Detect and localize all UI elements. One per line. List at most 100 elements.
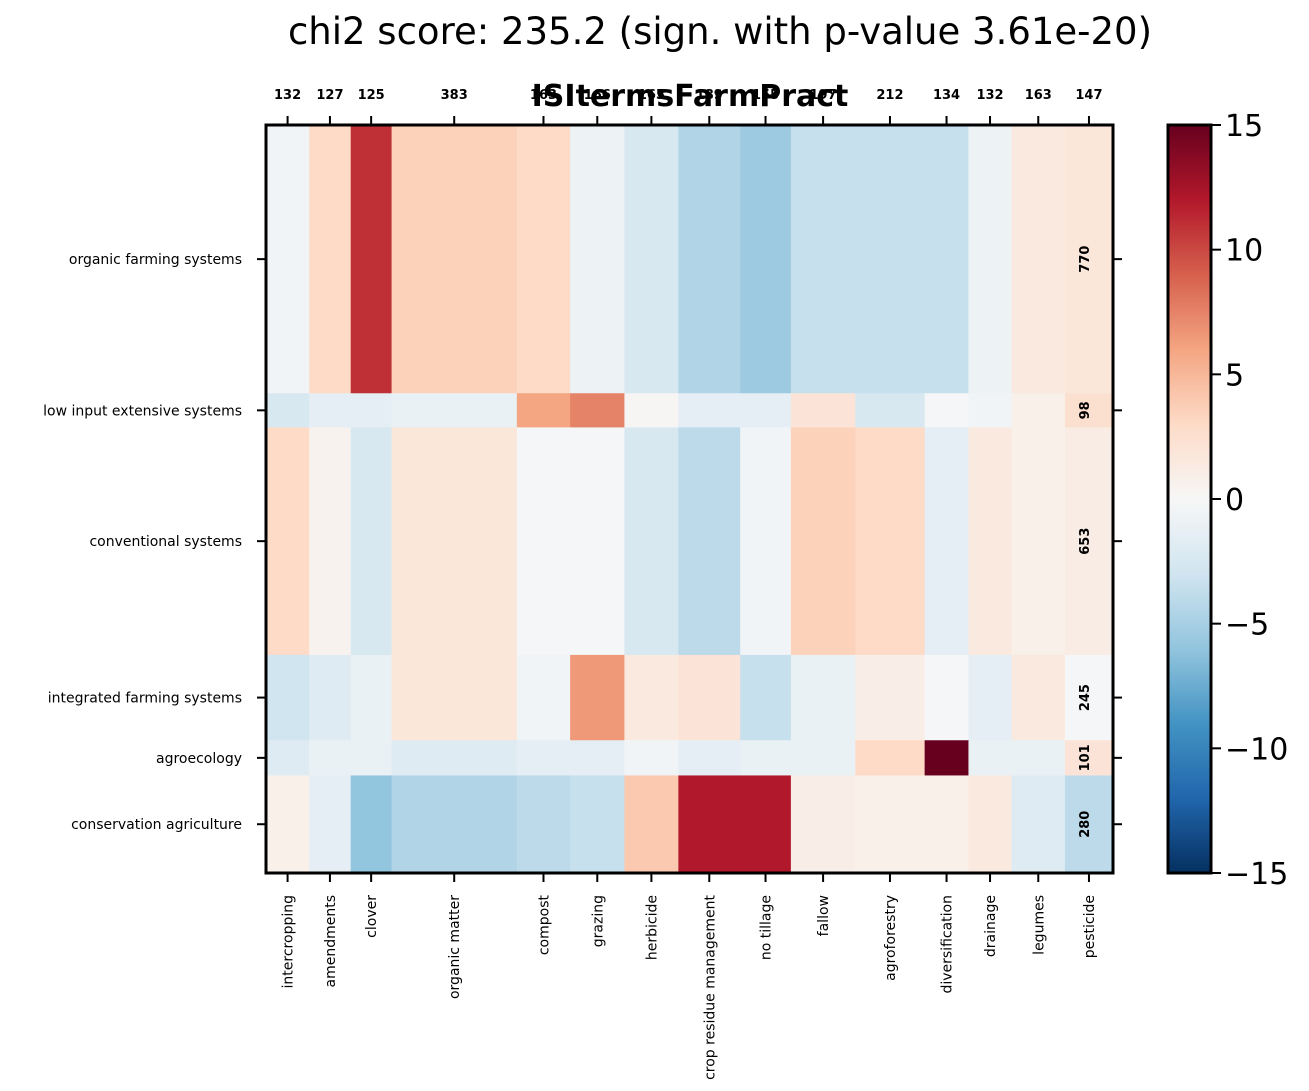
heatmap-cell	[266, 740, 310, 777]
column-count-label: 189	[696, 88, 723, 103]
heatmap-cell	[678, 393, 741, 428]
x-tick-label: herbicide	[644, 895, 660, 960]
heatmap-cell	[350, 125, 393, 394]
heatmap-cell	[624, 125, 679, 394]
heatmap-cell	[309, 775, 352, 874]
heatmap-cell	[678, 427, 741, 656]
heatmap-cell	[740, 775, 792, 874]
heatmap-cell	[570, 775, 626, 874]
colorbar	[1166, 123, 1213, 875]
heatmap-cell	[1064, 775, 1114, 874]
heatmap-cell	[350, 393, 393, 428]
heatmap-cell	[624, 427, 679, 656]
row-count-label: 101	[1078, 744, 1093, 771]
heatmap-cell	[570, 740, 626, 777]
heatmap-cell	[570, 427, 626, 656]
heatmap-cell	[924, 654, 970, 741]
row-count-label: 653	[1078, 528, 1093, 555]
heatmap-cell	[968, 427, 1013, 656]
heatmap-cell	[391, 393, 518, 428]
heatmap-cell	[350, 654, 393, 741]
column-count-label: 127	[316, 88, 343, 103]
heatmap-cell	[266, 427, 310, 656]
heatmap-cell	[266, 125, 310, 394]
heatmap-cell	[855, 125, 926, 394]
row-count-label: 245	[1078, 684, 1093, 711]
x-tick-label: diversification	[940, 895, 956, 994]
heatmap-cell	[309, 125, 352, 394]
x-tick-label: compost	[536, 894, 552, 955]
heatmap-cell	[968, 125, 1013, 394]
heatmap-cell	[790, 427, 856, 656]
heatmap-cell	[391, 775, 518, 874]
colorbar-tick-label: 0	[1225, 483, 1244, 518]
heatmap-cell	[855, 775, 926, 874]
heatmap-cell	[790, 740, 856, 777]
heatmap-cell	[1011, 393, 1066, 428]
column-count-label: 165	[638, 88, 665, 103]
heatmap-cell	[790, 654, 856, 741]
x-axis: intercropping amendments clover organic mat…	[281, 873, 1098, 1080]
top-count-axis: 132 127 125 383 163 166 165 189 155 197 212 134 132 1…	[274, 88, 1103, 125]
heatmap-cell	[968, 654, 1013, 741]
heatmap-cell	[624, 654, 679, 741]
heatmap-cell	[740, 427, 792, 656]
x-tick-label: grazing	[590, 895, 606, 947]
column-count-label: 125	[358, 88, 385, 103]
heatmap-cell	[968, 740, 1013, 777]
colorbar-axis: 15 10 5 0 −5 −10 −15	[1211, 109, 1288, 892]
colorbar-tick-label: −10	[1225, 732, 1288, 767]
heatmap-cell	[924, 740, 970, 777]
heatmap-cell	[391, 427, 518, 656]
heatmap-cell	[855, 393, 926, 428]
y-axis: organic farming systems low input extensi…	[43, 252, 266, 833]
heatmap-cell	[350, 775, 393, 874]
heatmap-cell	[516, 427, 571, 656]
colorbar-tick-label: −15	[1225, 857, 1288, 892]
heatmap-cell	[924, 393, 970, 428]
heatmap-cell	[1011, 740, 1066, 777]
colorbar-tick-label: 15	[1225, 109, 1263, 144]
heatmap-cell	[350, 740, 393, 777]
column-count-label: 147	[1075, 88, 1102, 103]
column-count-label: 212	[876, 88, 903, 103]
chart-title: chi2 score: 235.2 (sign. with p-value 3.…	[288, 10, 1152, 53]
y-tick-label: organic farming systems	[69, 252, 242, 268]
plot-frame	[264, 123, 1115, 875]
heatmap-cell	[391, 654, 518, 741]
heatmap-cell	[624, 775, 679, 874]
column-count-label: 132	[976, 88, 1003, 103]
heatmap-cell	[309, 393, 352, 428]
heatmap-cell	[624, 740, 679, 777]
heatmap-cell	[740, 393, 792, 428]
colorbar-tick-label: −5	[1225, 608, 1269, 643]
heatmap-cell	[678, 654, 741, 741]
x-tick-label: organic matter	[447, 895, 463, 999]
column-count-label: 132	[274, 88, 301, 103]
heatmap-cell	[1011, 654, 1066, 741]
heatmap-cell	[1011, 427, 1066, 656]
heatmap-cell	[855, 654, 926, 741]
heatmap-cell	[570, 393, 626, 428]
column-count-label: 163	[530, 88, 557, 103]
x-tick-label: drainage	[983, 895, 999, 957]
heatmap-cell	[516, 125, 571, 394]
heatmap-cells	[266, 125, 1114, 874]
y-tick-label: low input extensive systems	[43, 403, 242, 419]
heatmap-cell	[516, 775, 571, 874]
heatmap-cell	[1011, 775, 1066, 874]
heatmap-cell	[740, 125, 792, 394]
y-tick-label: conservation agriculture	[71, 817, 242, 833]
column-count-label: 166	[584, 88, 611, 103]
chart-subtitle: ISItermsFarmPract	[532, 79, 849, 114]
heatmap-cell	[391, 740, 518, 777]
heatmap-cell	[678, 775, 741, 874]
column-count-label: 134	[933, 88, 960, 103]
x-tick-label: fallow	[816, 895, 832, 936]
heatmap-cell	[391, 125, 518, 394]
colorbar-tick-label: 10	[1225, 234, 1263, 269]
heatmap-cell	[350, 427, 393, 656]
row-count-label: 280	[1078, 811, 1093, 838]
heatmap-cell	[790, 393, 856, 428]
